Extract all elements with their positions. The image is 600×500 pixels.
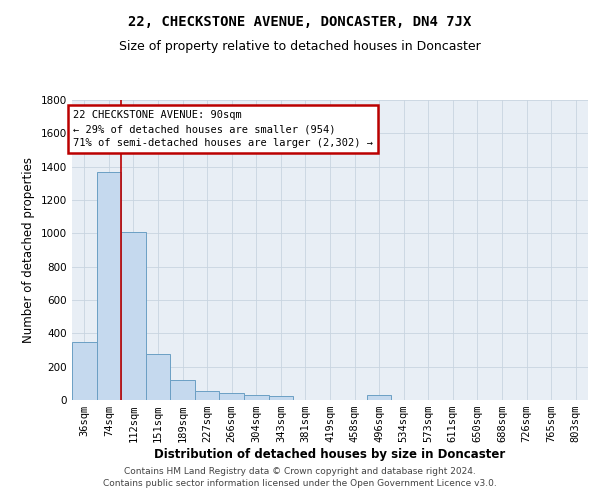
Bar [244, 395, 269, 400]
Bar [367, 395, 391, 400]
Bar [269, 396, 293, 400]
Bar [195, 391, 220, 400]
Bar [97, 172, 121, 400]
Text: Contains HM Land Registry data © Crown copyright and database right 2024.
Contai: Contains HM Land Registry data © Crown c… [103, 466, 497, 487]
Text: 22, CHECKSTONE AVENUE, DONCASTER, DN4 7JX: 22, CHECKSTONE AVENUE, DONCASTER, DN4 7J… [128, 15, 472, 29]
Bar [72, 342, 97, 400]
Text: Size of property relative to detached houses in Doncaster: Size of property relative to detached ho… [119, 40, 481, 53]
Bar [170, 380, 195, 400]
Bar [220, 394, 244, 400]
Bar [121, 232, 146, 400]
Bar [146, 354, 170, 400]
X-axis label: Distribution of detached houses by size in Doncaster: Distribution of detached houses by size … [154, 448, 506, 461]
Text: 22 CHECKSTONE AVENUE: 90sqm
← 29% of detached houses are smaller (954)
71% of se: 22 CHECKSTONE AVENUE: 90sqm ← 29% of det… [73, 110, 373, 148]
Y-axis label: Number of detached properties: Number of detached properties [22, 157, 35, 343]
